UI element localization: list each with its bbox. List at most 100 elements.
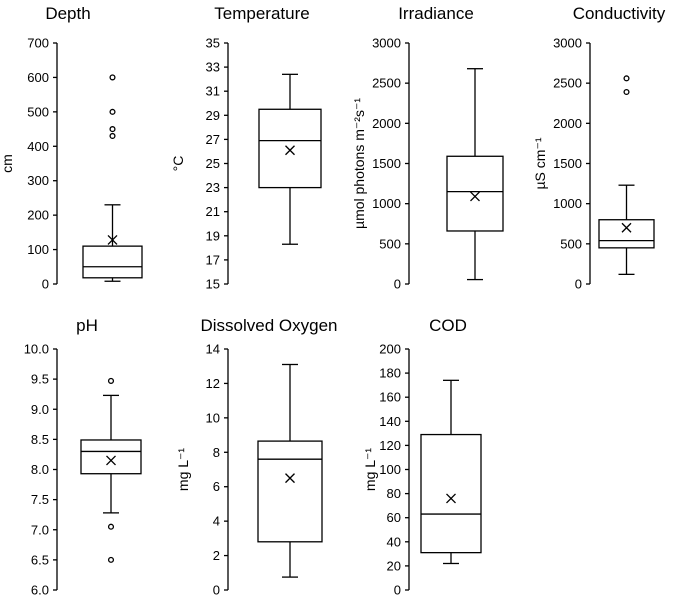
y-tick-label: 0 <box>394 277 401 292</box>
y-tick-label: 500 <box>560 236 582 251</box>
y-tick-label: 0 <box>575 277 582 292</box>
y-tick-label: 3000 <box>553 36 582 51</box>
iqr-box <box>598 219 655 249</box>
y-tick-label: 23 <box>206 180 220 195</box>
y-tick-label: 25 <box>206 156 220 171</box>
y-axis-label: mg L⁻¹ <box>175 448 191 492</box>
y-tick-label: 14 <box>206 342 220 357</box>
y-axis-label: cm <box>0 154 15 173</box>
y-tick-label: 2500 <box>553 76 582 91</box>
y-tick-label: 8 <box>213 445 220 460</box>
y-tick-label: 6.0 <box>31 583 49 597</box>
panel-6: Dissolved Oxygen 0 2 4 6 8 10 12 14 mg L⁻¹ <box>175 316 338 597</box>
y-tick-label: 9.5 <box>31 372 49 387</box>
y-tick-label: 1500 <box>372 156 401 171</box>
y-tick-label: 33 <box>206 60 220 75</box>
y-tick-label: 120 <box>379 438 401 453</box>
iqr-box <box>80 439 142 475</box>
y-tick-label: 200 <box>27 208 49 223</box>
panel-title: Depth <box>45 4 90 23</box>
outlier-point <box>107 523 115 530</box>
y-tick-label: 7.0 <box>31 522 49 537</box>
y-tick-label: 3000 <box>372 36 401 51</box>
iqr-box <box>258 108 322 189</box>
iqr-box <box>446 155 504 232</box>
y-tick-label: 2 <box>213 548 220 563</box>
panel-title: COD <box>429 316 467 335</box>
outlier-point <box>623 88 630 96</box>
panel-2: Temperature 15 17 19 21 23 25 27 29 31 33 35 °C <box>170 4 322 292</box>
y-tick-label: 300 <box>27 173 49 188</box>
y-tick-label: 600 <box>27 70 49 85</box>
y-tick-label: 21 <box>206 204 220 219</box>
iqr-box <box>257 440 323 543</box>
panel-title: Temperature <box>214 4 309 23</box>
y-tick-label: 140 <box>379 414 401 429</box>
mean-marker-stroke <box>106 455 116 466</box>
iqr-box <box>82 245 143 279</box>
y-tick-label: 80 <box>387 486 401 501</box>
y-tick-label: 500 <box>379 236 401 251</box>
y-axis-label: µmol photons m⁻²s⁻¹ <box>351 98 367 229</box>
mean-marker-stroke <box>470 191 480 202</box>
outlier-point <box>107 377 115 384</box>
mean-marker-stroke <box>285 473 295 484</box>
mean-marker <box>446 493 456 504</box>
panel-title: Conductivity <box>573 4 666 23</box>
mean-marker <box>285 145 295 156</box>
panel-title: Dissolved Oxygen <box>200 316 337 335</box>
outlier-point <box>109 74 116 81</box>
mean-marker-stroke <box>285 145 295 156</box>
y-tick-label: 8.0 <box>31 462 49 477</box>
y-tick-label: 100 <box>27 242 49 257</box>
y-tick-label: 60 <box>387 510 401 525</box>
y-tick-label: 31 <box>206 84 220 99</box>
y-tick-label: 29 <box>206 108 220 123</box>
outlier-point <box>107 556 115 563</box>
panel-5: pH 6.0 6.5 7.0 7.5 8.0 8.5 9.0 9.5 10.0 <box>24 316 142 597</box>
panel-4: Conductivity 0 500 1000 1500 2000 2500 3000 µS c… <box>532 4 666 292</box>
y-tick-label: 2000 <box>553 116 582 131</box>
y-tick-label: 160 <box>379 390 401 405</box>
mean-marker <box>621 222 632 233</box>
panel-title: Irradiance <box>398 4 474 23</box>
mean-marker-stroke <box>107 234 118 245</box>
y-tick-label: 6.5 <box>31 552 49 567</box>
y-tick-label: 0 <box>213 583 220 597</box>
outlier-point <box>109 108 116 115</box>
y-tick-label: 4 <box>213 514 220 529</box>
y-tick-label: 400 <box>27 139 49 154</box>
y-tick-label: 200 <box>379 342 401 357</box>
y-tick-label: 1000 <box>553 196 582 211</box>
y-tick-label: 180 <box>379 366 401 381</box>
y-tick-label: 700 <box>27 36 49 51</box>
y-tick-label: 2000 <box>372 116 401 131</box>
y-tick-label: 1000 <box>372 196 401 211</box>
y-axis-label: mg L⁻¹ <box>362 448 378 492</box>
y-tick-label: 500 <box>27 104 49 119</box>
y-tick-label: 35 <box>206 36 220 51</box>
y-tick-label: 9.0 <box>31 402 49 417</box>
y-tick-label: 0 <box>42 277 49 292</box>
y-tick-label: 6 <box>213 479 220 494</box>
panel-3: Irradiance 0 500 1000 1500 2000 2500 3000 µmol p… <box>351 4 504 292</box>
mean-marker-stroke <box>446 493 456 504</box>
iqr-box <box>420 433 482 554</box>
y-tick-label: 17 <box>206 252 220 267</box>
y-tick-label: 12 <box>206 376 220 391</box>
mean-marker <box>285 473 295 484</box>
y-tick-label: 10 <box>206 410 220 425</box>
y-tick-label: 15 <box>206 277 220 292</box>
y-tick-label: 10.0 <box>24 342 49 357</box>
y-axis-label: °C <box>170 156 186 172</box>
y-axis-label: µS cm⁻¹ <box>532 137 548 189</box>
mean-marker <box>470 191 480 202</box>
mean-marker-stroke <box>621 222 632 233</box>
y-tick-label: 40 <box>387 534 401 549</box>
outlier-point <box>109 126 116 133</box>
y-tick-label: 1500 <box>553 156 582 171</box>
y-tick-label: 8.5 <box>31 432 49 447</box>
y-tick-label: 2500 <box>372 76 401 91</box>
y-tick-label: 100 <box>379 462 401 477</box>
